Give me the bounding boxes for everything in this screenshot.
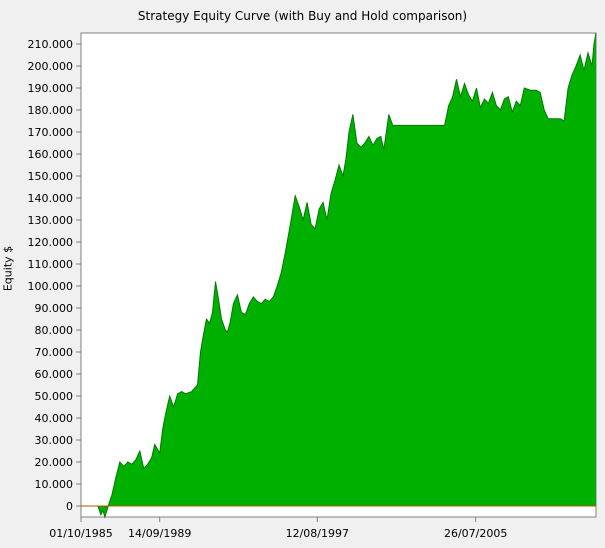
y-tick-label: 150.000 [28, 170, 74, 183]
x-tick-label: 14/09/1989 [128, 527, 191, 540]
y-tick-label: 30.000 [35, 434, 74, 447]
y-tick-label: 130.000 [28, 214, 74, 227]
y-tick-label: 210.000 [28, 38, 74, 51]
y-axis-ticks: 0 10.000 20.000 30.000 40.000 50.000 60.000 70.… [28, 38, 81, 513]
y-tick-label: 40.000 [35, 412, 74, 425]
y-tick-label: 100.000 [28, 280, 74, 293]
y-tick-label: 170.000 [28, 126, 74, 139]
equity-line [81, 32, 597, 519]
y-tick-label: 120.000 [28, 236, 74, 249]
y-tick-label: 80.000 [35, 324, 74, 337]
y-tick-label: 200.000 [28, 60, 74, 73]
y-tick-label: 180.000 [28, 104, 74, 117]
y-tick-label: 0 [66, 500, 73, 513]
x-axis-ticks: 01/10/1985 14/09/1989 12/08/1997 26/07/2005 [49, 517, 507, 540]
equity-area [81, 33, 596, 517]
y-tick-label: 190.000 [28, 82, 74, 95]
y-tick-label: 140.000 [28, 192, 74, 205]
y-tick-label: 90.000 [35, 302, 74, 315]
y-tick-label: 50.000 [35, 390, 74, 403]
y-tick-label: 20.000 [35, 456, 74, 469]
y-tick-label: 110.000 [28, 258, 74, 271]
y-tick-label: 160.000 [28, 148, 74, 161]
x-tick-label: 26/07/2005 [444, 527, 507, 540]
series-layer [81, 32, 597, 519]
x-tick-label: 01/10/1985 [49, 527, 112, 540]
y-tick-label: 70.000 [35, 346, 74, 359]
chart-title: Strategy Equity Curve (with Buy and Hold… [137, 9, 468, 23]
x-tick-label: 12/08/1997 [286, 527, 349, 540]
y-tick-label: 10.000 [35, 478, 74, 491]
y-tick-label: 60.000 [35, 368, 74, 381]
